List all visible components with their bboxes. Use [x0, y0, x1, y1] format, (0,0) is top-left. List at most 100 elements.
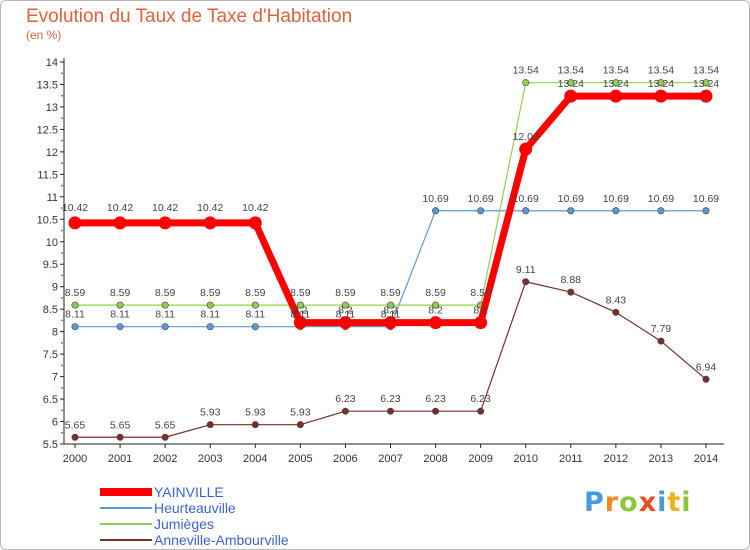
data-label-anneville-ambourville: 5.93 — [290, 407, 311, 419]
data-label-anneville-ambourville: 5.65 — [110, 419, 131, 431]
data-point-heurteauville — [161, 323, 169, 331]
data-point-heurteauville — [612, 207, 620, 215]
data-label-heurteauville: 10.69 — [648, 193, 674, 205]
x-tick-label: 2007 — [378, 453, 402, 465]
data-point-jumieges — [206, 301, 214, 309]
logo-letter: P — [584, 487, 605, 518]
data-point-yainville — [68, 216, 82, 230]
data-point-yainville — [158, 216, 172, 230]
data-label-yainville: 13.24 — [648, 78, 674, 90]
legend-label: Heurteauville — [154, 500, 236, 516]
data-label-yainville: 8.2 — [383, 305, 398, 317]
data-point-jumieges — [296, 301, 304, 309]
y-tick-label: 7.5 — [43, 349, 58, 361]
data-label-yainville: 8.2 — [293, 305, 308, 317]
data-point-yainville — [699, 89, 713, 103]
data-label-jumieges: 13.54 — [693, 65, 719, 77]
data-point-jumieges — [522, 79, 530, 87]
data-label-jumieges: 8.59 — [65, 287, 86, 299]
data-label-anneville-ambourville: 6.23 — [470, 393, 491, 405]
y-tick-label: 6 — [52, 417, 58, 429]
data-label-anneville-ambourville: 6.23 — [425, 393, 446, 405]
data-label-anneville-ambourville: 6.23 — [380, 393, 401, 405]
data-label-anneville-ambourville: 7.79 — [651, 323, 672, 335]
data-label-yainville: 8.2 — [428, 305, 443, 317]
logo-letter: i — [657, 487, 668, 518]
data-label-yainville: 10.42 — [242, 202, 268, 214]
data-point-heurteauville — [116, 323, 124, 331]
data-label-jumieges: 8.59 — [380, 287, 401, 299]
y-tick-label: 8.5 — [43, 304, 58, 316]
legend-label: Jumièges — [154, 516, 214, 532]
y-tick-label: 5.5 — [43, 439, 58, 451]
data-label-heurteauville: 10.69 — [693, 193, 719, 205]
data-point-heurteauville — [567, 207, 575, 215]
data-label-heurteauville: 10.69 — [558, 193, 584, 205]
x-tick-label: 2010 — [513, 453, 537, 465]
y-minor-dot — [61, 297, 63, 299]
data-label-anneville-ambourville: 5.93 — [245, 407, 266, 419]
data-point-jumieges — [251, 301, 259, 309]
y-tick-label: 14 — [46, 57, 58, 69]
x-tick-label: 2002 — [153, 453, 177, 465]
logo-letter: i — [681, 487, 692, 518]
x-tick-label: 2003 — [198, 453, 222, 465]
data-label-heurteauville: 8.11 — [200, 309, 220, 321]
legend-swatch — [100, 539, 152, 541]
data-label-heurteauville: 8.11 — [336, 309, 356, 321]
legend-swatch — [100, 523, 152, 525]
data-point-anneville-ambourville — [386, 407, 394, 415]
y-minor-dot — [61, 252, 63, 254]
data-label-heurteauville: 8.11 — [245, 309, 265, 321]
data-point-heurteauville — [251, 323, 259, 331]
data-point-jumieges — [386, 301, 394, 309]
logo-letter: o — [619, 487, 639, 518]
data-point-yainville — [248, 216, 262, 230]
data-point-jumieges — [702, 79, 710, 87]
data-label-yainville: 10.42 — [107, 202, 133, 214]
x-tick-label: 2009 — [468, 453, 492, 465]
x-tick-label: 2011 — [559, 453, 583, 465]
data-label-jumieges: 13.54 — [603, 65, 629, 77]
data-label-jumieges: 8.59 — [110, 287, 131, 299]
data-label-heurteauville: 8.11 — [155, 309, 175, 321]
y-tick-label: 8 — [52, 327, 58, 339]
data-label-yainville: 13.24 — [693, 78, 719, 90]
y-tick-label: 11.5 — [37, 169, 58, 181]
data-point-anneville-ambourville — [71, 433, 79, 441]
data-label-heurteauville: 8.11 — [381, 309, 401, 321]
x-tick-label: 2004 — [243, 453, 267, 465]
data-point-anneville-ambourville — [341, 407, 349, 415]
x-tick-label: 2014 — [694, 453, 718, 465]
x-tick-label: 2001 — [108, 453, 132, 465]
y-minor-dot — [61, 319, 63, 322]
y-tick-label: 13 — [46, 102, 58, 114]
legend-item-yainville: YAINVILLE — [100, 484, 289, 500]
data-point-anneville-ambourville — [567, 288, 575, 296]
y-minor-dot — [61, 139, 63, 142]
data-point-jumieges — [657, 79, 665, 87]
y-tick-label: 10.5 — [37, 214, 58, 226]
data-label-anneville-ambourville: 5.65 — [155, 419, 176, 431]
data-point-anneville-ambourville — [522, 278, 530, 286]
data-point-heurteauville — [71, 323, 79, 331]
data-point-jumieges — [612, 79, 620, 87]
legend-item-anneville-ambourville: Anneville-Ambourville — [100, 532, 289, 548]
data-label-heurteauville: 10.69 — [422, 193, 448, 205]
y-tick-label: 9.5 — [43, 259, 58, 271]
data-point-yainville — [113, 216, 127, 230]
data-label-yainville: 10.42 — [62, 202, 88, 214]
x-tick-label: 2012 — [604, 453, 628, 465]
y-minor-dot — [61, 117, 63, 120]
data-point-heurteauville — [206, 323, 214, 331]
data-point-anneville-ambourville — [432, 407, 440, 415]
logo-letter: r — [604, 487, 620, 518]
data-point-anneville-ambourville — [477, 407, 485, 415]
y-minor-dot — [61, 94, 63, 97]
x-tick-label: 2013 — [649, 453, 673, 465]
data-point-anneville-ambourville — [657, 337, 665, 345]
data-point-yainville — [429, 316, 443, 330]
legend-label: YAINVILLE — [154, 484, 224, 500]
